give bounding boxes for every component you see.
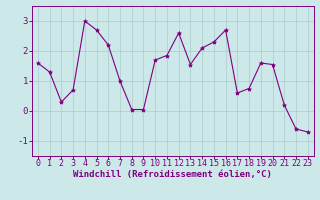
X-axis label: Windchill (Refroidissement éolien,°C): Windchill (Refroidissement éolien,°C) (73, 170, 272, 179)
